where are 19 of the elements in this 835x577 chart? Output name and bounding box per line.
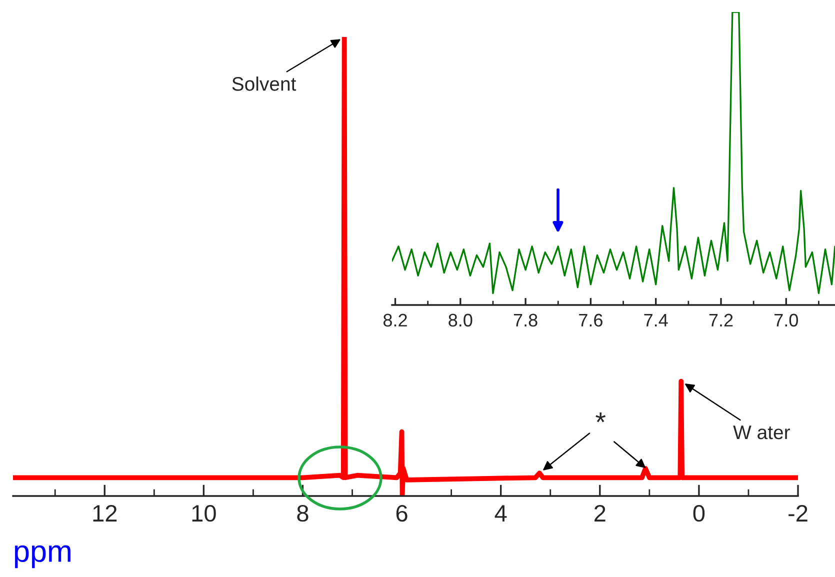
x-tick-label: 12	[93, 504, 117, 522]
annotation: *	[596, 412, 606, 422]
x-tick-label: 7.8	[514, 314, 538, 327]
x-tick-label: 6	[396, 504, 408, 522]
x-tick-label: 2	[594, 504, 606, 522]
x-tick-label: 7.0	[774, 314, 798, 327]
x-tick-label: 7.2	[709, 314, 733, 326]
x-tick-label: 8.2	[383, 314, 407, 327]
x-tick-label: 4	[494, 505, 507, 522]
x-axis-title: ppm	[14, 545, 70, 568]
x-tick-label: 8	[297, 504, 308, 522]
x-tick-label: 7.4	[644, 314, 668, 326]
x-tick-label: 8.0	[448, 314, 472, 327]
x-tick-label: 7.6	[579, 314, 602, 327]
annotation: W ater	[733, 426, 790, 440]
x-tick-label: -2	[788, 504, 808, 522]
x-tick-label: 10	[192, 504, 216, 522]
x-tick-label: 0	[693, 504, 705, 522]
annotation: Solvent	[232, 76, 296, 91]
